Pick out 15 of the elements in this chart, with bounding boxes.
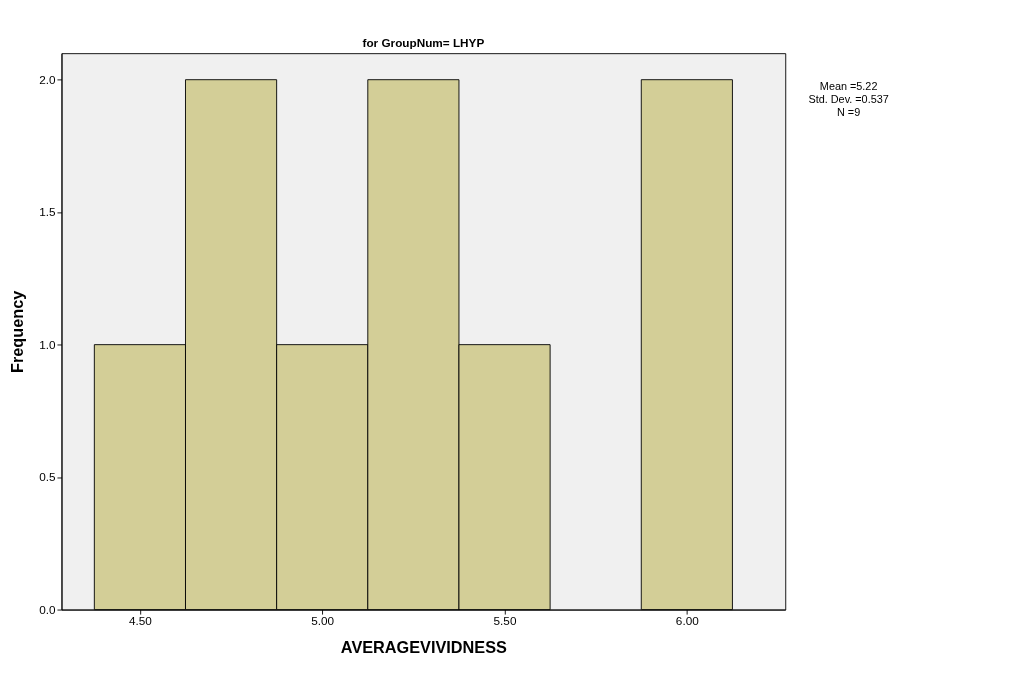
y-tick-label: 1.0 bbox=[39, 337, 57, 351]
y-tick-label: 0.5 bbox=[39, 470, 57, 484]
x-tick-label: 4.50 bbox=[128, 614, 153, 628]
y-tick-label: 0.0 bbox=[39, 602, 57, 616]
y-tick-label: 1.5 bbox=[39, 205, 57, 219]
x-axis-title: AVERAGEVIVIDNESS bbox=[340, 638, 508, 657]
x-tick-label: 6.00 bbox=[675, 614, 700, 628]
text: N =9 bbox=[837, 105, 861, 118]
text: Std. Dev. =0.537 bbox=[808, 92, 889, 105]
text: Mean =5.22 bbox=[819, 80, 878, 93]
y-tick-label: 2.0 bbox=[39, 72, 57, 86]
x-tick-label: 5.50 bbox=[493, 614, 517, 628]
chart-title: for GroupNum= LHYP bbox=[362, 35, 485, 49]
x-tick-label: 5.00 bbox=[311, 614, 335, 628]
y-axis-title: Frequency bbox=[8, 290, 27, 373]
